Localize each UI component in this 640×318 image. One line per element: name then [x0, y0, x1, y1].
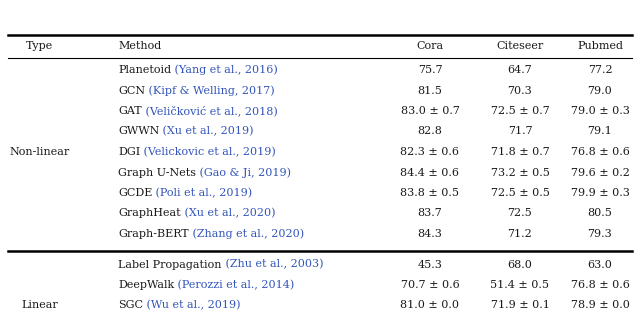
- Text: 72.5 ± 0.5: 72.5 ± 0.5: [491, 188, 549, 198]
- Text: (Xu et al., 2020): (Xu et al., 2020): [180, 208, 275, 219]
- Text: 45.3: 45.3: [417, 259, 442, 269]
- Text: 79.0 ± 0.3: 79.0 ± 0.3: [571, 106, 629, 116]
- Text: Planetoid: Planetoid: [118, 65, 171, 75]
- Text: 64.7: 64.7: [508, 65, 532, 75]
- Text: 79.3: 79.3: [588, 229, 612, 239]
- Text: 77.2: 77.2: [588, 65, 612, 75]
- Text: 82.3 ± 0.6: 82.3 ± 0.6: [401, 147, 460, 157]
- Text: 81.0 ± 0.0: 81.0 ± 0.0: [401, 301, 460, 310]
- Text: 79.6 ± 0.2: 79.6 ± 0.2: [571, 168, 629, 177]
- Text: 79.1: 79.1: [588, 127, 612, 136]
- Text: 79.0: 79.0: [588, 86, 612, 95]
- Text: 76.8 ± 0.6: 76.8 ± 0.6: [571, 147, 629, 157]
- Text: 83.8 ± 0.5: 83.8 ± 0.5: [401, 188, 460, 198]
- Text: 82.8: 82.8: [417, 127, 442, 136]
- Text: Graph-BERT: Graph-BERT: [118, 229, 189, 239]
- Text: 51.4 ± 0.5: 51.4 ± 0.5: [490, 280, 550, 290]
- Text: (Kipf & Welling, 2017): (Kipf & Welling, 2017): [145, 85, 275, 96]
- Text: Label Propagation: Label Propagation: [118, 259, 221, 269]
- Text: (Zhu et al., 2003): (Zhu et al., 2003): [221, 259, 323, 270]
- Text: GCDE: GCDE: [118, 188, 152, 198]
- Text: (Wu et al., 2019): (Wu et al., 2019): [143, 300, 241, 311]
- Text: (Velickovic et al., 2019): (Velickovic et al., 2019): [140, 147, 276, 157]
- Text: Linear: Linear: [22, 301, 58, 310]
- Text: 71.8 ± 0.7: 71.8 ± 0.7: [491, 147, 549, 157]
- Text: 71.2: 71.2: [508, 229, 532, 239]
- Text: 71.7: 71.7: [508, 127, 532, 136]
- Text: 70.3: 70.3: [508, 86, 532, 95]
- Text: 68.0: 68.0: [508, 259, 532, 269]
- Text: 72.5 ± 0.7: 72.5 ± 0.7: [491, 106, 549, 116]
- Text: 63.0: 63.0: [588, 259, 612, 269]
- Text: GAT: GAT: [118, 106, 141, 116]
- Text: 83.7: 83.7: [418, 209, 442, 218]
- Text: 84.3: 84.3: [417, 229, 442, 239]
- Text: (Zhang et al., 2020): (Zhang et al., 2020): [189, 229, 304, 239]
- Text: 70.7 ± 0.6: 70.7 ± 0.6: [401, 280, 460, 290]
- Text: 78.9 ± 0.0: 78.9 ± 0.0: [571, 301, 629, 310]
- Text: (Xu et al., 2019): (Xu et al., 2019): [159, 126, 254, 137]
- Text: GCN: GCN: [118, 86, 145, 95]
- Text: Pubmed: Pubmed: [577, 41, 623, 51]
- Text: 83.0 ± 0.7: 83.0 ± 0.7: [401, 106, 460, 116]
- Text: 73.2 ± 0.5: 73.2 ± 0.5: [491, 168, 549, 177]
- Text: 72.5: 72.5: [508, 209, 532, 218]
- Text: 81.5: 81.5: [417, 86, 442, 95]
- Text: 75.7: 75.7: [418, 65, 442, 75]
- Text: (Veličković et al., 2018): (Veličković et al., 2018): [141, 106, 277, 116]
- Text: Method: Method: [118, 41, 161, 51]
- Text: 76.8 ± 0.6: 76.8 ± 0.6: [571, 280, 629, 290]
- Text: Cora: Cora: [417, 41, 444, 51]
- Text: 80.5: 80.5: [588, 209, 612, 218]
- Text: Graph U-Nets: Graph U-Nets: [118, 168, 196, 177]
- Text: 79.9 ± 0.3: 79.9 ± 0.3: [571, 188, 629, 198]
- Text: (Perozzi et al., 2014): (Perozzi et al., 2014): [174, 280, 294, 290]
- Text: Type: Type: [26, 41, 54, 51]
- Text: DGI: DGI: [118, 147, 140, 157]
- Text: GWWN: GWWN: [118, 127, 159, 136]
- Text: (Poli et al., 2019): (Poli et al., 2019): [152, 188, 253, 198]
- Text: 71.9 ± 0.1: 71.9 ± 0.1: [491, 301, 549, 310]
- Text: (Yang et al., 2016): (Yang et al., 2016): [171, 65, 278, 75]
- Text: 84.4 ± 0.6: 84.4 ± 0.6: [401, 168, 460, 177]
- Text: Non-linear: Non-linear: [10, 147, 70, 157]
- Text: GraphHeat: GraphHeat: [118, 209, 180, 218]
- Text: (Gao & Ji, 2019): (Gao & Ji, 2019): [196, 167, 291, 178]
- Text: Citeseer: Citeseer: [497, 41, 543, 51]
- Text: SGC: SGC: [118, 301, 143, 310]
- Text: DeepWalk: DeepWalk: [118, 280, 174, 290]
